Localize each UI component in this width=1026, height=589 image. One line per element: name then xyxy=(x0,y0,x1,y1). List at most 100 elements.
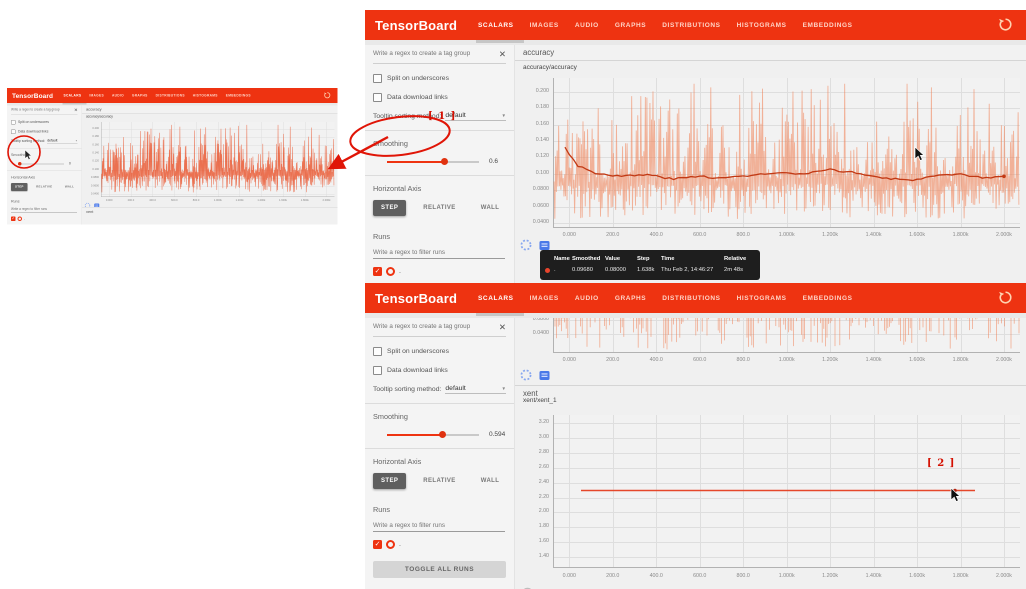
download-links-checkbox[interactable] xyxy=(373,366,382,375)
tab-histograms[interactable]: HISTOGRAMS xyxy=(192,93,218,98)
run-menu-icon[interactable] xyxy=(539,368,550,386)
download-links-checkbox[interactable] xyxy=(11,129,16,134)
y-tick-label: 1.60 xyxy=(538,538,549,545)
slider-knob[interactable] xyxy=(18,162,22,166)
run-color-icon[interactable] xyxy=(386,540,395,549)
tab-embeddings[interactable]: EMBEDDINGS xyxy=(802,21,853,29)
tab-images[interactable]: IMAGES xyxy=(529,294,559,302)
active-tab-underline xyxy=(476,40,524,43)
section-accuracy[interactable]: accuracy xyxy=(82,105,338,114)
smoothing-slider[interactable] xyxy=(387,430,479,439)
tag-filter-input[interactable] xyxy=(11,107,72,113)
app-title: TensorBoard xyxy=(375,291,458,306)
split-underscores-checkbox[interactable] xyxy=(11,120,16,125)
axis-relative-button[interactable]: RELATIVE xyxy=(423,478,456,484)
slider-track[interactable] xyxy=(18,163,64,165)
run-checkbox[interactable]: ✓ xyxy=(373,540,382,549)
tab-graphs[interactable]: GRAPHS xyxy=(131,93,148,98)
split-underscores-checkbox[interactable] xyxy=(373,74,382,83)
tooltip-sort-select[interactable]: default ▼ xyxy=(445,385,506,394)
tab-embeddings[interactable]: EMBEDDINGS xyxy=(802,294,853,302)
runs-filter-input[interactable] xyxy=(373,520,505,532)
axis-step-button[interactable]: STEP xyxy=(373,473,407,489)
section-accuracy[interactable]: accuracy xyxy=(515,45,1026,61)
charts-area: 0.000 200.0 400.0 600.0 800.0 1.000k 1.200k 1.4… xyxy=(515,315,1026,589)
tab-images[interactable]: IMAGES xyxy=(529,21,559,29)
slider-knob[interactable] xyxy=(438,431,446,438)
axis-relative-button[interactable]: RELATIVE xyxy=(423,205,456,211)
runs-filter-input[interactable] xyxy=(373,247,505,259)
axis-relative-button[interactable]: RELATIVE xyxy=(36,185,53,189)
x-tick-label: 400.0 xyxy=(149,199,156,202)
axis-step-button[interactable]: STEP xyxy=(11,183,28,191)
tab-audio[interactable]: AUDIO xyxy=(574,21,599,29)
tooltip-step: 1.638k xyxy=(637,267,655,273)
tag-filter-input[interactable] xyxy=(373,321,495,332)
x-tick-label: 1.600k xyxy=(909,232,925,238)
run-checkbox[interactable]: ✓ xyxy=(11,216,16,221)
tab-histograms[interactable]: HISTOGRAMS xyxy=(736,21,787,29)
runs-filter-input[interactable] xyxy=(11,206,77,213)
x-tick-label: 600.0 xyxy=(693,357,707,363)
refresh-icon[interactable] xyxy=(998,290,1013,305)
accuracy-plot-fragment[interactable] xyxy=(553,315,1020,353)
refresh-icon[interactable] xyxy=(998,17,1013,32)
tooltip-header-name: Name xyxy=(554,256,570,262)
y-tick-label: 0.0800 xyxy=(532,186,549,193)
tab-distributions[interactable]: DISTRIBUTIONS xyxy=(662,21,721,29)
tab-distributions[interactable]: DISTRIBUTIONS xyxy=(662,294,721,302)
tab-scalars[interactable]: SCALARS xyxy=(478,21,514,29)
y-tick-label: 0.140 xyxy=(92,151,99,155)
xent-plot[interactable] xyxy=(553,415,1020,568)
smoothing-slider[interactable] xyxy=(18,162,64,167)
tab-graphs[interactable]: GRAPHS xyxy=(614,21,647,29)
accuracy-plot[interactable] xyxy=(101,122,335,197)
axis-wall-button[interactable]: WALL xyxy=(480,478,500,484)
accuracy-plot[interactable] xyxy=(553,78,1020,228)
tab-images[interactable]: IMAGES xyxy=(89,93,104,98)
close-icon[interactable]: ✕ xyxy=(498,48,506,59)
slider-knob[interactable] xyxy=(440,158,448,165)
y-tick-label: 2.60 xyxy=(538,463,549,470)
tab-graphs[interactable]: GRAPHS xyxy=(614,294,647,302)
tab-distributions[interactable]: DISTRIBUTIONS xyxy=(155,93,185,98)
run-checkbox[interactable]: ✓ xyxy=(373,267,382,276)
axis-step-button[interactable]: STEP xyxy=(373,200,407,216)
expand-chart-icon[interactable] xyxy=(84,202,91,211)
tab-audio[interactable]: AUDIO xyxy=(111,93,124,98)
x-tick-label: 400.0 xyxy=(649,232,663,238)
axis-wall-button[interactable]: WALL xyxy=(64,185,75,189)
x-tick-label: 1.600k xyxy=(279,199,287,202)
run-color-icon[interactable] xyxy=(17,216,22,221)
run-menu-icon[interactable] xyxy=(539,238,550,256)
close-icon[interactable]: ✕ xyxy=(73,107,78,113)
expand-chart-icon[interactable] xyxy=(520,368,532,386)
divider xyxy=(515,385,1026,386)
tooltip-sort-select[interactable]: default ▼ xyxy=(47,139,78,144)
close-icon[interactable]: ✕ xyxy=(498,321,506,332)
axis-wall-button[interactable]: WALL xyxy=(480,205,500,211)
section-xent[interactable]: xent xyxy=(523,389,538,398)
toggle-all-runs-button[interactable]: TOGGLE ALL RUNS xyxy=(373,561,506,578)
divider xyxy=(365,175,514,176)
tab-scalars[interactable]: SCALARS xyxy=(478,294,514,302)
expand-chart-icon-partial[interactable] xyxy=(521,582,534,589)
run-menu-icon[interactable] xyxy=(94,202,100,211)
x-tick-label: 600.0 xyxy=(693,232,707,238)
tooltip-header-time: Time xyxy=(661,256,675,262)
run-color-icon[interactable] xyxy=(386,267,395,276)
tag-filter-input[interactable] xyxy=(373,48,495,59)
chevron-down-icon: ▼ xyxy=(501,113,506,118)
tab-scalars[interactable]: SCALARS xyxy=(63,93,82,98)
smoothing-value: 0.6 xyxy=(489,158,499,165)
tooltip-sort-select[interactable]: default ▼ xyxy=(445,112,506,121)
expand-chart-icon[interactable] xyxy=(520,238,532,256)
tab-histograms[interactable]: HISTOGRAMS xyxy=(736,294,787,302)
tab-audio[interactable]: AUDIO xyxy=(574,294,599,302)
tab-embeddings[interactable]: EMBEDDINGS xyxy=(225,93,251,98)
tag-filter-row: ✕ xyxy=(373,321,506,337)
split-underscores-checkbox[interactable] xyxy=(373,347,382,356)
download-links-checkbox[interactable] xyxy=(373,93,382,102)
refresh-icon[interactable] xyxy=(324,92,332,100)
smoothing-slider[interactable] xyxy=(387,157,479,166)
